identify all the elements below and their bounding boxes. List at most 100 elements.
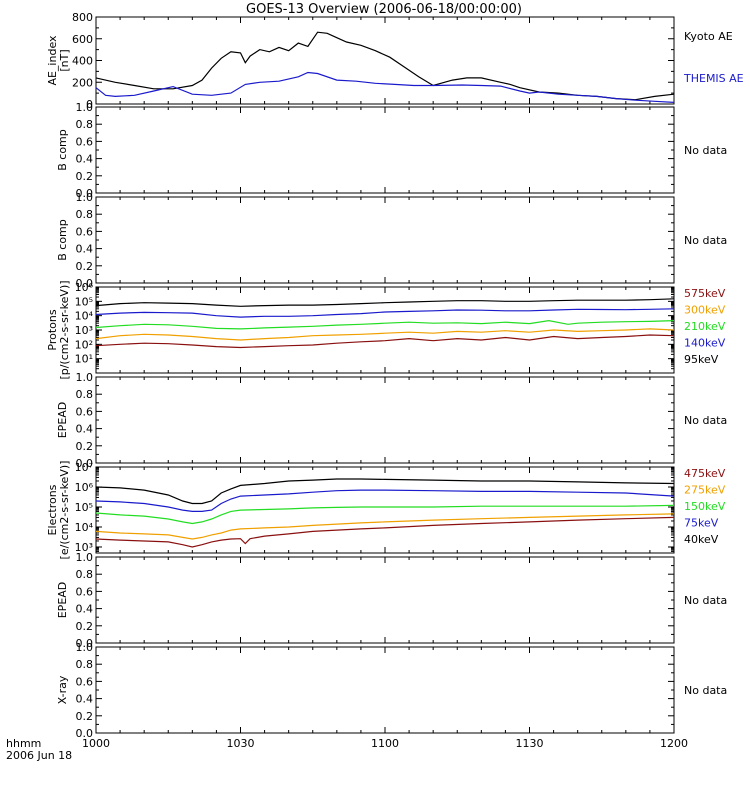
series-line-575kev bbox=[95, 334, 675, 349]
y-tick-label: 0.8 bbox=[76, 118, 94, 131]
legend-label: 575keV bbox=[684, 287, 726, 300]
legend-label: 275keV bbox=[684, 484, 726, 497]
y-tick-label: 0.0 bbox=[76, 187, 94, 200]
y-tick-label: 600 bbox=[72, 33, 93, 46]
legend-label: Kyoto AE bbox=[684, 30, 733, 43]
y-tick-label: 0.0 bbox=[76, 277, 94, 290]
series-line-150kev bbox=[95, 504, 675, 525]
y-tick-label: 0.6 bbox=[76, 675, 94, 688]
legend-label: THEMIS AE bbox=[683, 72, 744, 85]
x-tick-label: 1100 bbox=[371, 737, 399, 750]
panel-frame bbox=[95, 376, 675, 464]
no-data-label: No data bbox=[684, 234, 727, 247]
y-tick-label: 0 bbox=[86, 98, 93, 111]
no-data-label: No data bbox=[684, 144, 727, 157]
panel-ae: 0 200 400 600 800 AE_index [nT] Kyoto AE THEMIS … bbox=[46, 11, 744, 111]
y-tick-label: 1.0 bbox=[76, 371, 94, 384]
y-tick-label: 400 bbox=[72, 55, 93, 68]
y-tick-label: 0.6 bbox=[76, 225, 94, 238]
y-tick-label: 10³ bbox=[75, 541, 93, 554]
y-axis-label: EPEAD bbox=[56, 582, 69, 619]
x-tick-label: 1030 bbox=[227, 737, 255, 750]
y-tick-label: 1.0 bbox=[76, 101, 94, 114]
y-axis-label: X-ray bbox=[56, 675, 69, 704]
x-tick-label: 1130 bbox=[516, 737, 544, 750]
time-axis-row-label: hhmm bbox=[6, 737, 41, 750]
y-tick-label: 10¹ bbox=[75, 353, 93, 366]
y-tick-label: 0.6 bbox=[76, 135, 94, 148]
panel-frame bbox=[95, 196, 675, 284]
y-tick-label: 0.4 bbox=[76, 153, 94, 166]
panel-epead1: 0.0 0.2 0.4 0.6 0.8 1.0 EPEAD No data bbox=[56, 371, 727, 470]
panel-b2: 0.0 0.2 0.4 0.6 0.8 1.0 B comp No data bbox=[56, 191, 727, 290]
y-tick-label: 0.4 bbox=[76, 693, 94, 706]
time-axis-date-label: 2006 Jun 18 bbox=[6, 749, 72, 762]
y-axis-label: Protons bbox=[46, 309, 59, 350]
panel-electrons: 10³ 10⁴ 10⁵ 10⁶ 10⁷ Electrons [e/(cm2-s-sr-keV… bbox=[46, 461, 726, 560]
x-tick-label: 1200 bbox=[660, 737, 688, 750]
panel-epead2: 0.0 0.2 0.4 0.6 0.8 1.0 EPEAD No data bbox=[56, 551, 727, 650]
legend-label: 40keV bbox=[684, 533, 719, 546]
y-tick-label: 10³ bbox=[75, 324, 93, 337]
y-tick-label: 10⁴ bbox=[75, 310, 94, 323]
panels-group: 0 200 400 600 800 AE_index [nT] Kyoto AE THEMIS … bbox=[46, 11, 744, 740]
y-axis-label: [e/(cm2-s-sr-keV)] bbox=[58, 461, 71, 560]
y-tick-label: 0.6 bbox=[76, 585, 94, 598]
y-tick-label: 0.4 bbox=[76, 603, 94, 616]
series-line-210kev bbox=[95, 319, 675, 330]
y-tick-label: 10² bbox=[75, 338, 93, 351]
y-tick-label: 0.6 bbox=[76, 405, 94, 418]
series-line-themis-ae bbox=[95, 71, 675, 103]
legend-label: 150keV bbox=[684, 500, 726, 513]
y-tick-label: 0.2 bbox=[76, 170, 94, 183]
y-tick-label: 0.2 bbox=[76, 710, 94, 723]
y-axis-label: EPEAD bbox=[56, 402, 69, 439]
series-line-140kev bbox=[95, 308, 675, 318]
panel-xray: 0.0 0.2 0.4 0.6 0.8 1.0 X-ray No data bbox=[56, 641, 727, 740]
panel-frame bbox=[95, 646, 675, 734]
series-line-300kev bbox=[95, 328, 675, 341]
y-tick-label: 1.0 bbox=[76, 641, 94, 654]
series-line-275kev bbox=[95, 513, 675, 540]
y-tick-label: 0.8 bbox=[76, 208, 94, 221]
y-tick-label: 0.2 bbox=[76, 440, 94, 453]
figure-title: GOES-13 Overview (2006-06-18/00:00:00) bbox=[246, 2, 522, 17]
y-axis-label: B comp bbox=[56, 129, 69, 171]
y-tick-label: 10⁶ bbox=[75, 481, 94, 494]
legend-label: 300keV bbox=[684, 304, 726, 317]
no-data-label: No data bbox=[684, 594, 727, 607]
y-axis-label: [nT] bbox=[58, 49, 71, 71]
y-tick-label: 10⁵ bbox=[75, 501, 93, 514]
y-tick-label: 0.0 bbox=[76, 457, 94, 470]
y-tick-label: 0.0 bbox=[76, 727, 94, 740]
panel-frame bbox=[95, 106, 675, 194]
y-tick-label: 0.4 bbox=[76, 243, 94, 256]
y-tick-label: 0.2 bbox=[76, 260, 94, 273]
y-axis-label: B comp bbox=[56, 219, 69, 261]
y-tick-label: 0.2 bbox=[76, 620, 94, 633]
y-tick-label: 0.8 bbox=[76, 388, 94, 401]
y-axis-label: Electrons bbox=[46, 484, 59, 535]
y-tick-label: 0.8 bbox=[76, 568, 94, 581]
series-line-475kev bbox=[95, 516, 675, 548]
y-tick-label: 10⁷ bbox=[75, 461, 93, 474]
y-tick-label: 1.0 bbox=[76, 191, 94, 204]
panel-b1: 0.0 0.2 0.4 0.6 0.8 1.0 B comp No data bbox=[56, 101, 727, 200]
no-data-label: No data bbox=[684, 684, 727, 697]
y-tick-label: 10⁵ bbox=[75, 295, 93, 308]
y-axis-label: AE_index bbox=[46, 35, 59, 86]
legend-label: 75keV bbox=[684, 517, 719, 530]
y-tick-label: 200 bbox=[72, 76, 93, 89]
panel-frame bbox=[95, 556, 675, 644]
no-data-label: No data bbox=[684, 414, 727, 427]
y-tick-label: 0.4 bbox=[76, 423, 94, 436]
x-tick-label: 1000 bbox=[82, 737, 110, 750]
y-axis-label: [p/(cm2-s-sr-keV)] bbox=[58, 280, 71, 379]
series-line-75kev bbox=[95, 489, 675, 512]
y-tick-label: 0.8 bbox=[76, 658, 94, 671]
legend-label: 140keV bbox=[684, 337, 726, 350]
legend-label: 475keV bbox=[684, 467, 726, 480]
